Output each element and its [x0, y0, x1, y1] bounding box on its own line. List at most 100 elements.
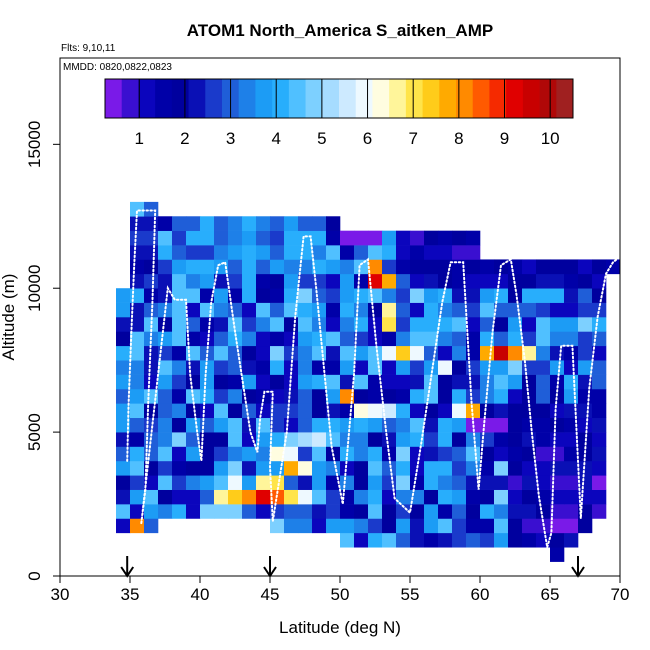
heatmap-cell	[396, 403, 411, 419]
x-tick-label: 60	[471, 585, 490, 604]
heatmap-cell	[116, 417, 131, 433]
heatmap-cell	[270, 388, 285, 404]
heatmap-cell	[312, 417, 327, 433]
heatmap-cell	[452, 230, 467, 246]
heatmap-cell	[452, 432, 467, 447]
heatmap-cell	[326, 460, 341, 476]
y-tick-label: 0	[25, 571, 44, 580]
heatmap-cell	[312, 245, 327, 260]
heatmap-cell	[158, 273, 173, 289]
heatmap-cell	[466, 273, 481, 289]
heatmap-cell	[550, 417, 565, 433]
heatmap-cell	[214, 388, 229, 404]
heatmap-cell	[466, 374, 481, 390]
heatmap-cell	[578, 302, 593, 318]
heatmap-cell	[438, 331, 453, 347]
heatmap-cell	[200, 273, 215, 289]
heatmap-cell	[284, 345, 299, 361]
heatmap-cell	[522, 317, 537, 332]
heatmap-cell	[172, 417, 187, 433]
heatmap-cell	[186, 317, 201, 332]
heatmap-cell	[312, 302, 327, 318]
heatmap-cell	[578, 273, 593, 289]
heatmap-cell	[396, 432, 411, 447]
heatmap-cell	[200, 259, 215, 275]
heatmap-cell	[144, 216, 159, 231]
heatmap-cell	[172, 388, 187, 404]
heatmap-cell	[410, 273, 425, 289]
heatmap-cell	[396, 360, 411, 375]
heatmap-cell	[564, 288, 579, 303]
heatmap-cell	[172, 345, 187, 361]
heatmap-cell	[438, 360, 453, 375]
heatmap-cell	[396, 245, 411, 260]
heatmap-cell	[424, 360, 439, 375]
heatmap-cell	[508, 259, 523, 275]
heatmap-cell	[368, 403, 383, 419]
heatmap-cell	[438, 403, 453, 419]
heatmap-cell	[340, 259, 355, 275]
heatmap-cell	[298, 504, 313, 519]
heatmap-cell	[592, 360, 607, 375]
heatmap-cell	[550, 532, 565, 548]
heatmap-cell	[466, 432, 481, 447]
heatmap-cell	[200, 230, 215, 246]
heatmap-cell	[550, 547, 565, 562]
heatmap-cell	[550, 273, 565, 289]
heatmap-cell	[494, 374, 509, 390]
heatmap-cell	[214, 403, 229, 419]
heatmap-cell	[494, 317, 509, 332]
colorbar-swatch	[339, 79, 357, 118]
heatmap-cell	[298, 360, 313, 375]
heatmap-cell	[214, 216, 229, 231]
heatmap-cell	[438, 460, 453, 476]
heatmap-cell	[158, 345, 173, 361]
heatmap-cell	[144, 317, 159, 332]
heatmap-cell	[326, 388, 341, 404]
heatmap-cell	[298, 475, 313, 490]
heatmap-cell	[592, 417, 607, 433]
heatmap-cell	[200, 288, 215, 303]
heatmap-cell	[564, 518, 579, 534]
heatmap-cell	[340, 518, 355, 534]
heatmap-cell	[508, 317, 523, 332]
heatmap-cell	[536, 504, 551, 519]
heatmap-cell	[508, 345, 523, 361]
heatmap-cell	[284, 245, 299, 260]
heatmap-cell	[186, 432, 201, 447]
heatmap-cell	[186, 403, 201, 419]
heatmap-cell	[382, 403, 397, 419]
heatmap-cell	[536, 403, 551, 419]
heatmap-cell	[242, 345, 257, 361]
heatmap-cell	[466, 532, 481, 548]
heatmap-cell	[116, 360, 131, 375]
heatmap-cell	[340, 331, 355, 347]
heatmap-cell	[242, 245, 257, 260]
heatmap-cell	[228, 417, 243, 433]
heatmap-cell	[186, 446, 201, 462]
x-tick-label: 70	[611, 585, 630, 604]
heatmap-cell	[438, 302, 453, 318]
heatmap-cell	[186, 360, 201, 375]
heatmap-cell	[144, 345, 159, 361]
heatmap-cell	[536, 475, 551, 490]
heatmap-cell	[242, 504, 257, 519]
heatmap-cell	[536, 259, 551, 275]
heatmap-cell	[396, 230, 411, 246]
heatmap-cell	[438, 245, 453, 260]
heatmap-cell	[410, 288, 425, 303]
heatmap-cell	[214, 432, 229, 447]
heatmap-cell	[144, 489, 159, 505]
y-axis: 0 5000 10000 15000	[25, 121, 60, 581]
heatmap-cell	[354, 288, 369, 303]
heatmap-cell	[522, 273, 537, 289]
colorbar-swatch	[255, 79, 273, 118]
heatmap-cell	[228, 446, 243, 462]
heatmap-cell	[270, 403, 285, 419]
heatmap-cell	[424, 432, 439, 447]
heatmap-cell	[144, 518, 159, 534]
heatmap-cell	[424, 532, 439, 548]
heatmap-cell	[130, 374, 145, 390]
heatmap-cell	[382, 374, 397, 390]
